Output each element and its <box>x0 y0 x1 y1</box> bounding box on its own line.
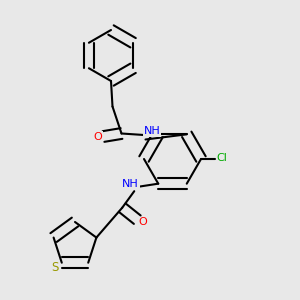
Text: O: O <box>94 131 103 142</box>
Text: O: O <box>139 217 148 227</box>
Text: NH: NH <box>144 126 160 136</box>
Text: S: S <box>52 261 59 274</box>
Text: Cl: Cl <box>217 153 227 163</box>
Text: NH: NH <box>122 179 139 189</box>
